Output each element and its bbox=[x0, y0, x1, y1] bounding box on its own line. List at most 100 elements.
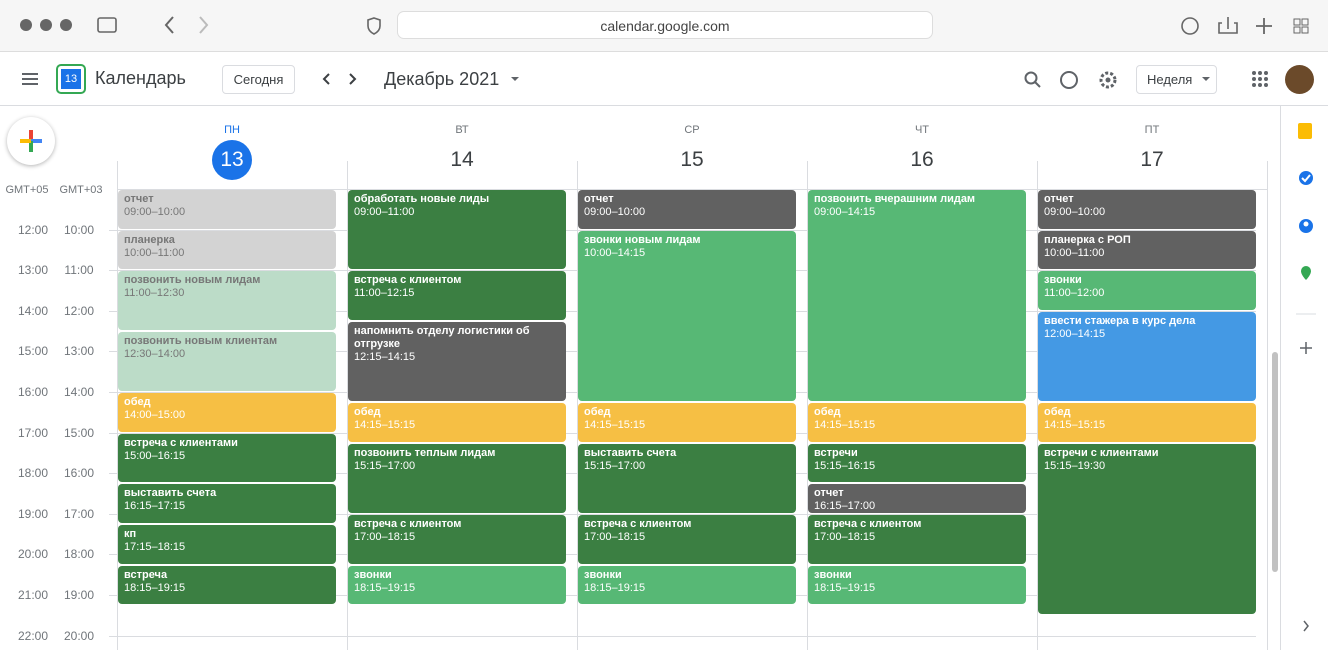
event-time: 11:00–12:15 bbox=[354, 287, 415, 300]
event[interactable]: кп 17:15–18:15 bbox=[118, 524, 336, 564]
event[interactable]: звонки 18:15–19:15 bbox=[578, 565, 796, 605]
event-time: 14:15–15:15 bbox=[1044, 419, 1106, 432]
month-label[interactable]: Декабрь 2021 bbox=[384, 69, 500, 89]
event-time: 11:00–12:30 bbox=[124, 287, 185, 300]
event-time: 18:15–19:15 bbox=[584, 581, 646, 594]
header-icons[interactable] bbox=[1022, 68, 1122, 92]
side-icons[interactable] bbox=[1281, 106, 1328, 650]
event-time: 12:30–14:00 bbox=[124, 348, 186, 361]
apps-icon[interactable] bbox=[1252, 71, 1268, 87]
event[interactable]: планерка 10:00–11:00 bbox=[118, 230, 336, 270]
create-button[interactable] bbox=[7, 117, 55, 165]
date-number[interactable]: 14 bbox=[450, 148, 474, 171]
event[interactable]: встреча с клиентами 15:00–16:15 bbox=[118, 433, 336, 483]
event-time: 15:15–16:15 bbox=[814, 459, 876, 472]
weekday: ЧТ bbox=[914, 124, 930, 136]
time-label: 16:00 bbox=[17, 385, 49, 399]
event[interactable]: напомнить отделу логистики об отгрузке 12… bbox=[348, 321, 566, 402]
event[interactable]: звонки 11:00–12:00 bbox=[1038, 271, 1256, 310]
event-time: 15:15–17:00 bbox=[584, 459, 646, 472]
event-time: 10:00–11:00 bbox=[1044, 246, 1105, 259]
event[interactable]: отчет 09:00–10:00 bbox=[118, 190, 336, 229]
event[interactable]: позвонить теплым лидам 15:15–17:00 bbox=[348, 443, 566, 513]
nav-arrows[interactable] bbox=[318, 70, 363, 88]
event[interactable]: встречи 15:15–16:15 bbox=[808, 443, 1026, 483]
event-time: 14:15–15:15 bbox=[814, 419, 876, 432]
event[interactable]: позвонить новым клиентам 12:30–14:00 bbox=[118, 332, 336, 391]
logo: 13 bbox=[56, 64, 86, 94]
date-number[interactable]: 15 bbox=[680, 148, 704, 171]
event-title: звонки новым лидам bbox=[584, 233, 701, 246]
event-time: 10:00–11:00 bbox=[124, 246, 185, 259]
event[interactable]: обработать новые лиды 09:00–11:00 bbox=[348, 190, 566, 270]
event-time: 15:00–16:15 bbox=[124, 449, 186, 462]
event-time: 14:00–15:00 bbox=[124, 409, 186, 421]
column-line bbox=[117, 161, 118, 650]
event[interactable]: звонки новым лидам 10:00–14:15 bbox=[578, 230, 796, 402]
event-title: встреча с клиентом bbox=[354, 517, 462, 530]
event[interactable]: позвонить новым лидам 11:00–12:30 bbox=[118, 271, 336, 331]
avatar[interactable] bbox=[1285, 65, 1314, 94]
event[interactable]: позвонить вчерашним лидам 09:00–14:15 bbox=[808, 190, 1026, 402]
time-label: 13:00 bbox=[63, 344, 95, 359]
grid-line bbox=[109, 229, 1256, 231]
event-time: 16:15–17:15 bbox=[124, 500, 186, 513]
event-title: позвонить теплым лидам bbox=[354, 446, 496, 459]
event[interactable]: обед 14:15–15:15 bbox=[578, 403, 796, 442]
event[interactable]: встреча с клиентом 17:00–18:15 bbox=[808, 514, 1026, 564]
menu-icon[interactable] bbox=[20, 72, 40, 86]
grid-line bbox=[117, 189, 1267, 190]
event[interactable]: встречи с клиентами 15:15–19:30 bbox=[1038, 443, 1256, 615]
event[interactable]: встреча с клиентом 17:00–18:15 bbox=[578, 514, 796, 564]
calendar-grid: GMT+05 GMT+03 12:00 10:00 13:00 11:00 14:00 12:… bbox=[0, 106, 1280, 650]
time-label: 15:00 bbox=[17, 344, 49, 359]
event-title: позвонить новым клиентам bbox=[124, 335, 278, 348]
event[interactable]: встреча с клиентом 17:00–18:15 bbox=[348, 514, 566, 564]
event[interactable]: встреча 18:15–19:15 bbox=[118, 565, 336, 605]
date-number[interactable]: 13 bbox=[212, 140, 252, 180]
event[interactable]: звонки 18:15–19:15 bbox=[348, 565, 566, 605]
event-time: 17:00–18:15 bbox=[814, 530, 876, 543]
side-panel bbox=[1280, 106, 1328, 650]
app-name: Календарь bbox=[95, 68, 186, 88]
event[interactable]: выставить счета 15:15–17:00 bbox=[578, 443, 796, 513]
address-bar[interactable]: calendar.google.com bbox=[397, 11, 933, 39]
event[interactable]: выставить счета 16:15–17:15 bbox=[118, 484, 336, 523]
event-title: позвонить вчерашним лидам bbox=[814, 193, 976, 205]
event[interactable]: обед 14:00–15:00 bbox=[118, 393, 336, 432]
app-header: 13 Календарь Сегодня Декабрь 2021 Неделя bbox=[0, 52, 1328, 106]
time-label: 16:00 bbox=[63, 466, 95, 481]
event-title: обед bbox=[1044, 406, 1071, 419]
time-label: 19:00 bbox=[63, 588, 95, 602]
column-line bbox=[577, 161, 578, 650]
event-time: 09:00–10:00 bbox=[1044, 206, 1106, 218]
time-label: 18:00 bbox=[17, 466, 49, 481]
event[interactable]: обед 14:15–15:15 bbox=[348, 403, 566, 442]
event[interactable]: звонки 18:15–19:15 bbox=[808, 565, 1026, 605]
event[interactable]: ввести стажера в курс дела 12:00–14:15 bbox=[1038, 311, 1256, 402]
event-title: звонки bbox=[354, 568, 392, 581]
timezone-label: GMT+05 bbox=[5, 184, 49, 196]
event-time: 15:15–19:30 bbox=[1044, 459, 1106, 472]
column-line bbox=[807, 161, 808, 650]
event[interactable]: обед 14:15–15:15 bbox=[1038, 403, 1256, 442]
event[interactable]: отчет 09:00–10:00 bbox=[1038, 190, 1256, 229]
view-select[interactable]: Неделя bbox=[1136, 65, 1217, 94]
time-label: 13:00 bbox=[17, 263, 49, 278]
event[interactable]: отчет 09:00–10:00 bbox=[578, 190, 796, 229]
grid-line bbox=[109, 513, 1256, 515]
event-title: встреча с клиентом bbox=[584, 517, 692, 530]
event[interactable]: планерка с РОП 10:00–11:00 bbox=[1038, 230, 1256, 270]
event[interactable]: обед 14:15–15:15 bbox=[808, 403, 1026, 442]
event-time: 18:15–19:15 bbox=[814, 581, 876, 594]
date-number[interactable]: 17 bbox=[1140, 148, 1164, 171]
weekday: ПТ bbox=[1144, 124, 1160, 136]
event-time: 17:00–18:15 bbox=[354, 530, 416, 543]
event[interactable]: встреча с клиентом 11:00–12:15 bbox=[348, 271, 566, 320]
event[interactable]: отчет 16:15–17:00 bbox=[808, 484, 1026, 513]
event-title: отчет bbox=[814, 487, 844, 500]
scrollbar[interactable] bbox=[1272, 352, 1278, 572]
today-button[interactable]: Сегодня bbox=[222, 65, 295, 94]
date-number[interactable]: 16 bbox=[910, 148, 934, 171]
event-title: выставить счета bbox=[584, 446, 677, 459]
